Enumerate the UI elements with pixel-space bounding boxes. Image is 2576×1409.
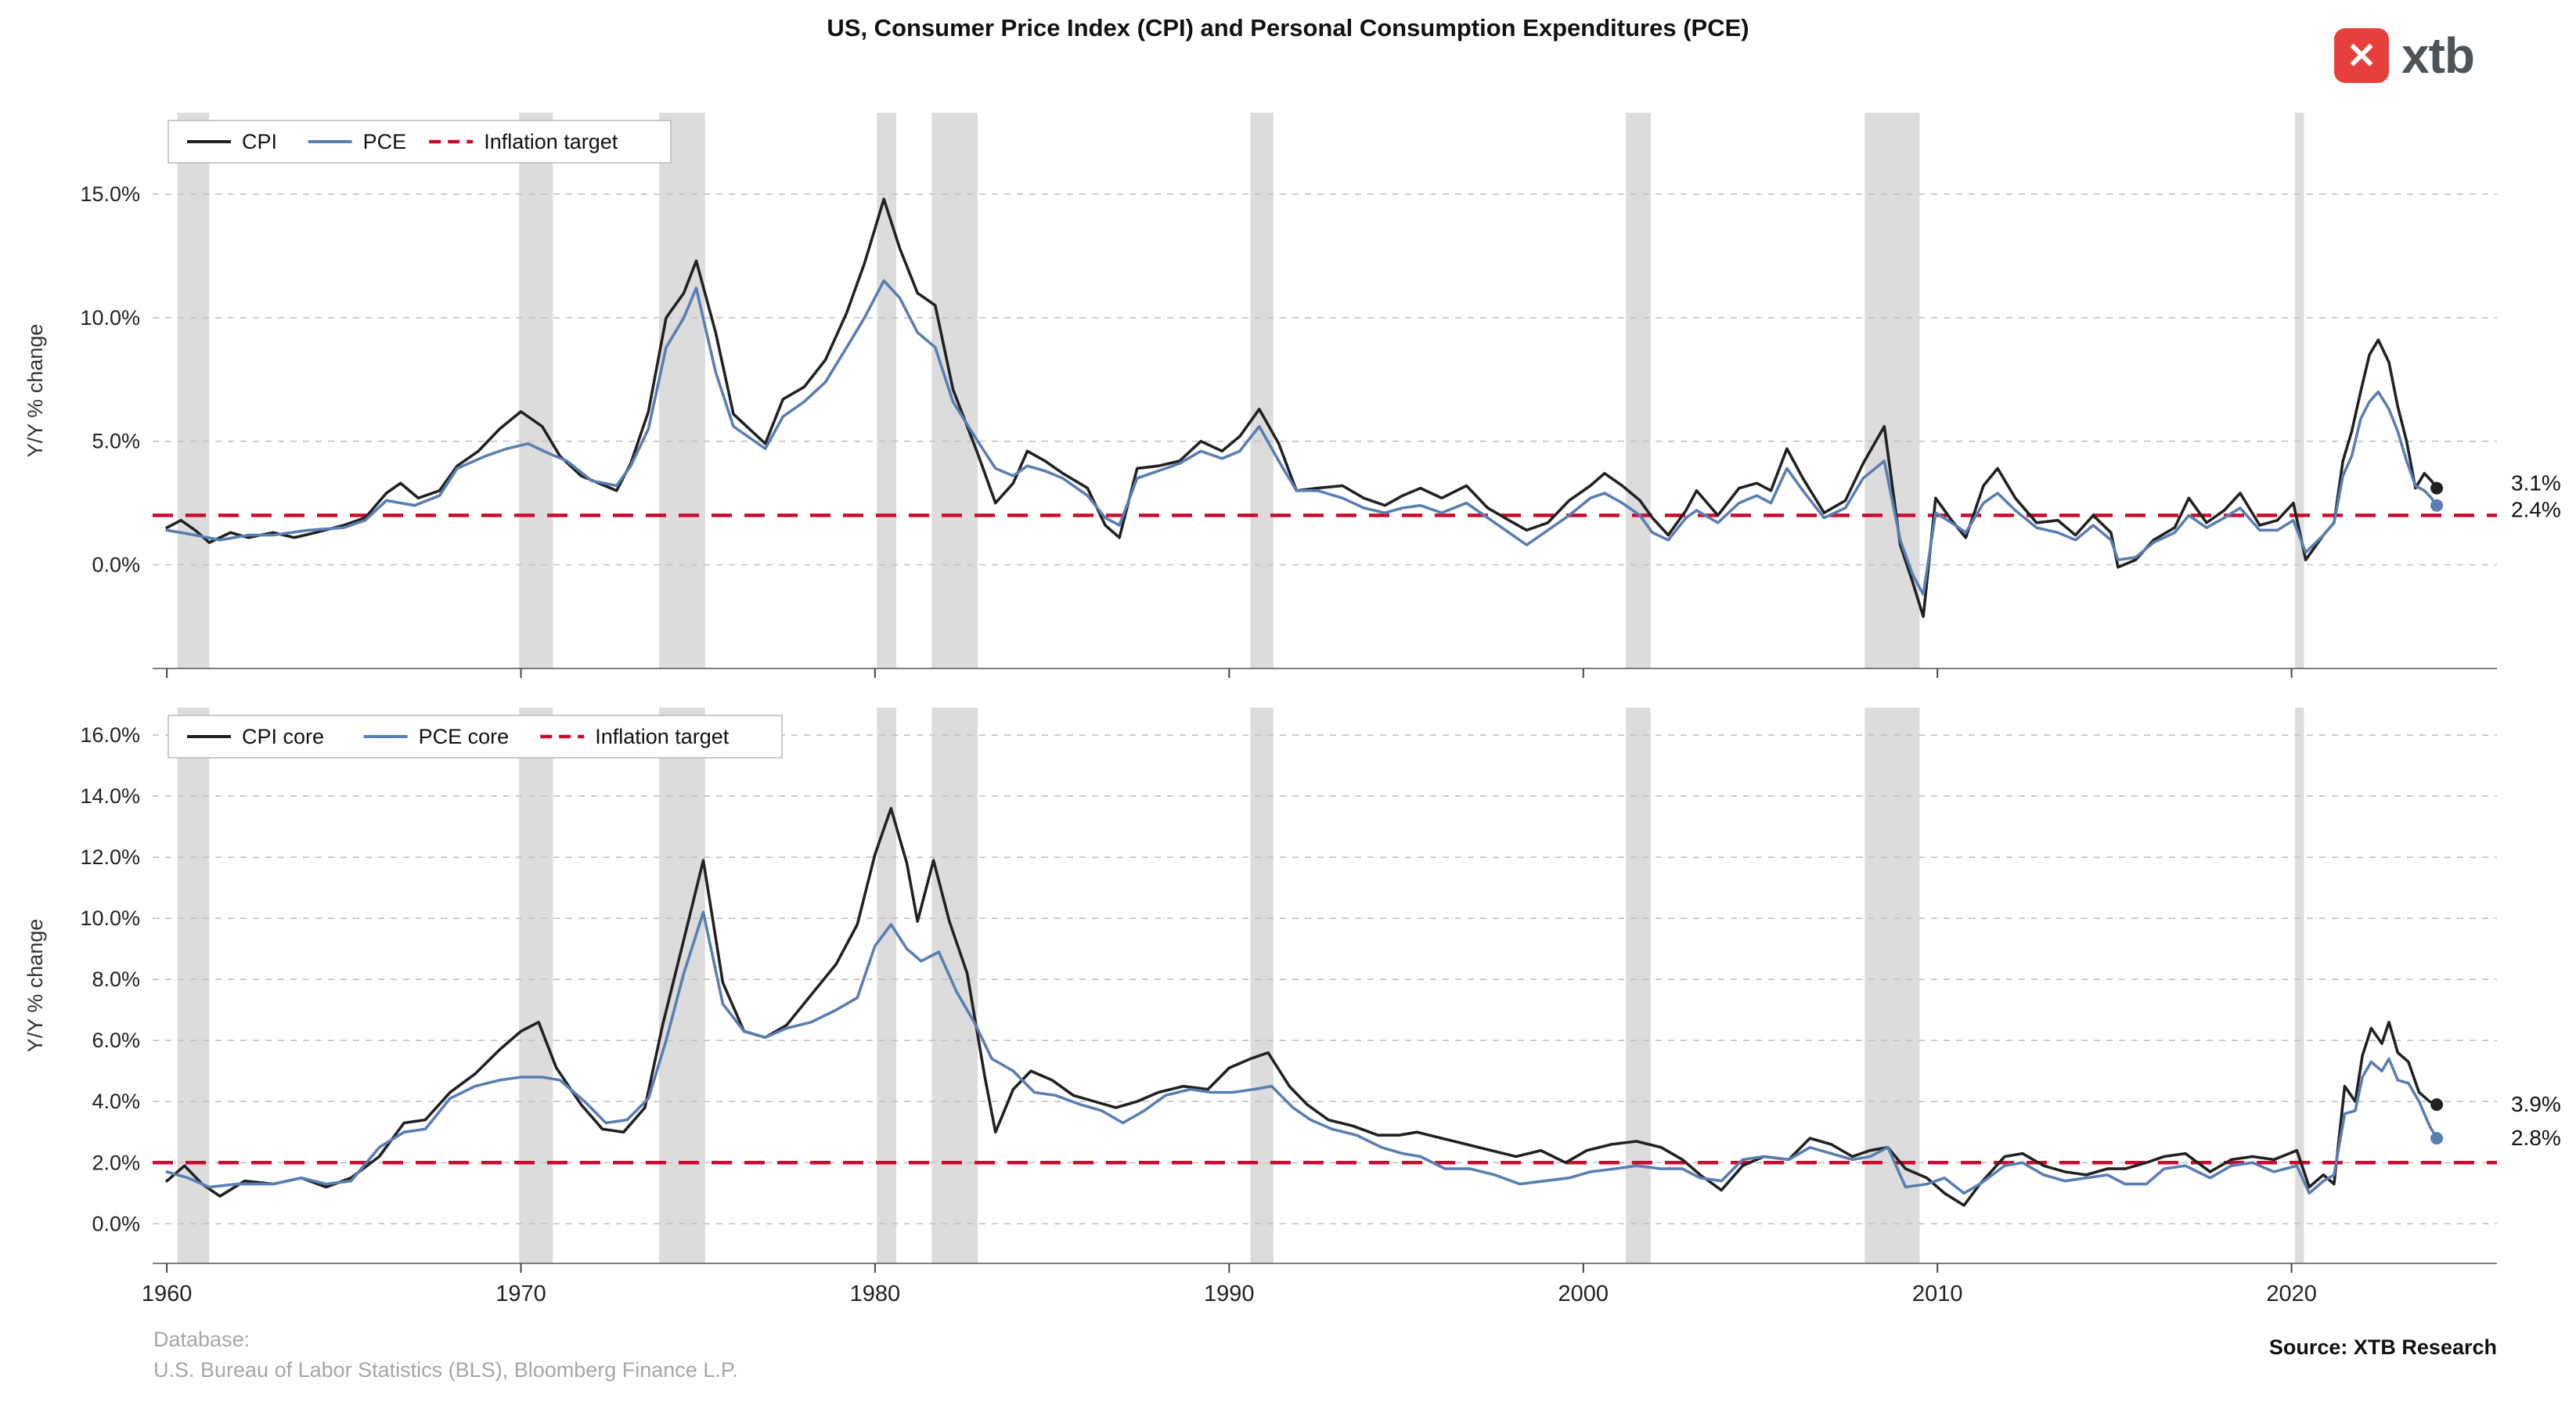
series-pce xyxy=(165,279,2438,596)
series-end-dot xyxy=(2430,499,2444,512)
panel-headline: 0.0% 5.0% 10.0% 15.0% 3.1% 2.4% Y/Y % change CP… xyxy=(23,113,2561,678)
legend-label: PCE xyxy=(363,130,407,153)
recession-band xyxy=(2295,708,2304,1263)
y-tick-label: 8.0% xyxy=(92,968,140,991)
recession-band xyxy=(1864,708,1920,1263)
cpi-pce-chart: 0.0% 5.0% 10.0% 15.0% 3.1% 2.4% Y/Y % change CP… xyxy=(23,113,2561,1306)
recession-band xyxy=(877,708,897,1263)
y-tick-label: 4.0% xyxy=(92,1090,140,1113)
recession-band xyxy=(177,708,210,1263)
recession-band xyxy=(177,113,210,668)
legend-box xyxy=(168,715,783,759)
x-tick-label: 2000 xyxy=(1558,1281,1609,1306)
x-tick-label: 2010 xyxy=(1912,1281,1963,1306)
x-tick-label: 2020 xyxy=(2266,1281,2317,1306)
x-tick-label: 1960 xyxy=(142,1281,193,1306)
recession-band xyxy=(877,113,897,668)
series-pce-core xyxy=(165,910,2438,1195)
x-tick-label: 1990 xyxy=(1204,1281,1255,1306)
series-cpi-core xyxy=(165,806,2438,1207)
y-tick-label: 5.0% xyxy=(92,430,140,453)
end-value-label: 3.9% xyxy=(2511,1092,2561,1116)
end-value-label: 2.4% xyxy=(2511,498,2561,522)
y-tick-label: 10.0% xyxy=(80,906,140,930)
xtb-logo: ✕ xtb xyxy=(2334,27,2475,85)
y-axis-label: Y/Y % change xyxy=(23,919,47,1053)
panel-core: 0.0% 2.0% 4.0% 6.0% 8.0% 10.0% 12.0% 14.0% 16.0%… xyxy=(23,708,2561,1273)
recession-band xyxy=(519,113,553,668)
y-tick-label: 0.0% xyxy=(92,553,140,577)
x-tick-label: 1970 xyxy=(495,1281,546,1306)
y-tick-label: 15.0% xyxy=(80,182,140,206)
legend-label: CPI core xyxy=(242,725,324,748)
series-cpi xyxy=(165,197,2438,618)
database-note: Database: U.S. Bureau of Labor Statistic… xyxy=(153,1324,738,1386)
x-icon: ✕ xyxy=(2346,35,2377,76)
recession-band xyxy=(1250,113,1274,668)
source-note: Source: XTB Research xyxy=(2268,1335,2497,1359)
recession-band xyxy=(2295,113,2304,668)
y-tick-label: 2.0% xyxy=(92,1151,140,1174)
series-end-dot xyxy=(2430,481,2444,495)
y-tick-label: 12.0% xyxy=(80,845,140,869)
xtb-logo-mark: ✕ xyxy=(2334,28,2389,83)
y-tick-label: 10.0% xyxy=(80,306,140,330)
page-title: US, Consumer Price Index (CPI) and Perso… xyxy=(827,14,1749,41)
x-tick-label: 1980 xyxy=(850,1281,901,1306)
recession-band xyxy=(1626,113,1651,668)
legend-label: CPI xyxy=(242,130,277,153)
recession-band xyxy=(1626,708,1651,1263)
series-end-dot xyxy=(2430,1132,2444,1145)
y-tick-label: 6.0% xyxy=(92,1029,140,1052)
legend-box xyxy=(168,120,672,164)
recession-band xyxy=(1864,113,1920,668)
recession-band xyxy=(659,708,705,1263)
end-value-label: 3.1% xyxy=(2511,471,2561,495)
y-axis-label: Y/Y % change xyxy=(23,324,47,458)
legend-label: Inflation target xyxy=(484,130,618,153)
database-value: U.S. Bureau of Labor Statistics (BLS), B… xyxy=(153,1358,738,1382)
y-tick-label: 14.0% xyxy=(80,784,140,808)
y-tick-label: 0.0% xyxy=(92,1212,140,1235)
legend-label: PCE core xyxy=(419,725,510,748)
series-end-dot xyxy=(2430,1098,2444,1112)
y-tick-label: 16.0% xyxy=(80,723,140,747)
recession-band xyxy=(519,708,553,1263)
database-label: Database: xyxy=(153,1328,250,1351)
xtb-logo-text: xtb xyxy=(2401,27,2475,84)
end-value-label: 2.8% xyxy=(2511,1126,2561,1150)
chart-area: 0.0% 5.0% 10.0% 15.0% 3.1% 2.4% Y/Y % change CP… xyxy=(0,102,2576,1327)
legend-label: Inflation target xyxy=(595,725,730,748)
recession-band xyxy=(659,113,705,668)
recession-band xyxy=(1250,708,1274,1263)
